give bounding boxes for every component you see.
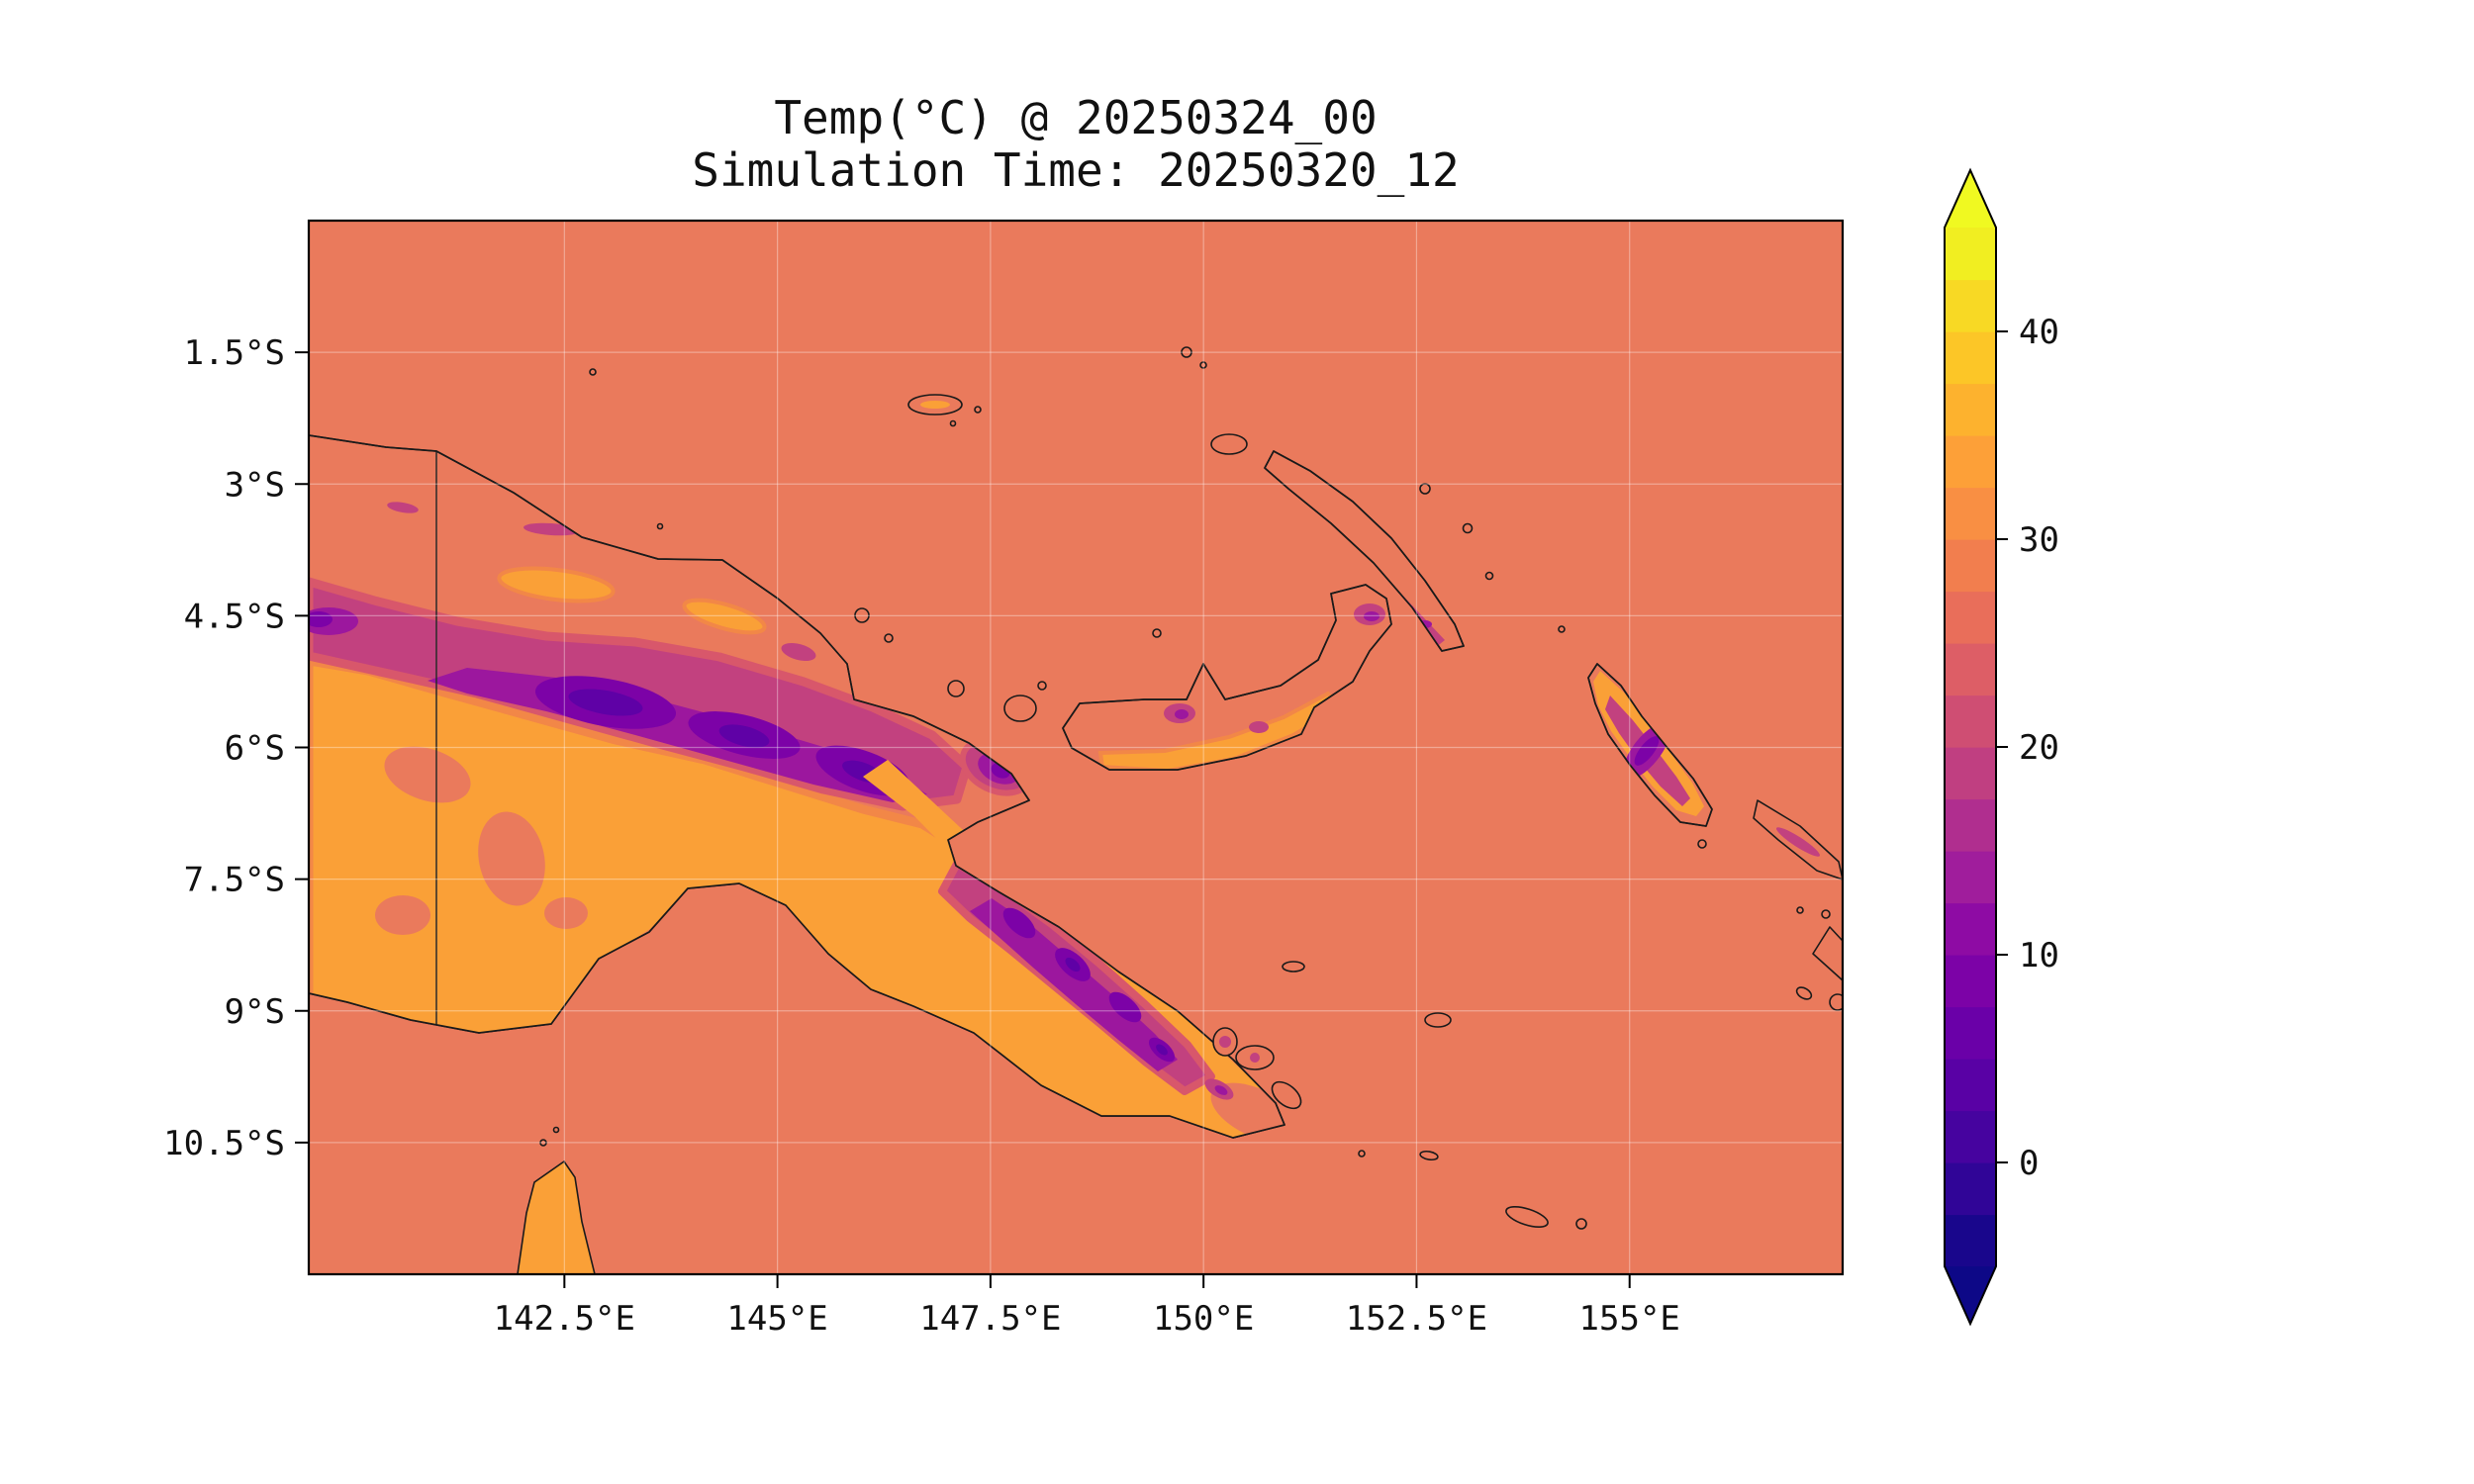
colorbar-band <box>1945 1214 1996 1267</box>
colorbar-band <box>1945 383 1996 436</box>
bougainville-island <box>1587 663 1713 827</box>
colorbar-band <box>1945 228 1996 281</box>
colorbar-band <box>1945 1006 1996 1060</box>
y-tick-label: 1.5°S <box>184 333 285 373</box>
small-islands <box>539 346 1843 1230</box>
colorbar-band <box>1945 955 1996 1008</box>
colorbar-band <box>1945 539 1996 593</box>
colorbar-over-arrow <box>1945 170 1996 228</box>
colorbar-band <box>1945 279 1996 332</box>
owen-stanley-contours <box>938 860 1234 1100</box>
colorbar-band <box>1945 1110 1996 1163</box>
colorbar-under-arrow <box>1945 1266 1996 1324</box>
x-tick-label: 152.5°E <box>1346 1299 1487 1339</box>
x-tick-label: 145°E <box>726 1299 827 1339</box>
colorbar-band <box>1945 695 1996 748</box>
plot-subtitle: Simulation Time: 20250320_12 <box>692 143 1459 197</box>
y-tick-label: 9°S <box>225 992 285 1032</box>
colorbar-tick-label: 0 <box>2019 1144 2039 1183</box>
colorbar-tick-label: 40 <box>2019 313 2059 352</box>
cape-york-australia <box>517 1159 596 1274</box>
colorbar-tick-label: 20 <box>2019 728 2059 768</box>
colorbar-band <box>1945 331 1996 385</box>
gridlines <box>309 221 1843 1274</box>
map-plot <box>307 219 1845 1276</box>
colorbar-band <box>1945 747 1996 800</box>
x-tick-label: 147.5°E <box>919 1299 1061 1339</box>
colorbar-outline <box>1944 167 1997 1327</box>
y-tick-label: 10.5°S <box>163 1124 285 1163</box>
colorbar-tick-label: 30 <box>2019 520 2059 560</box>
y-tick-label: 4.5°S <box>184 597 285 636</box>
colorbar-band <box>1945 1162 1996 1216</box>
colorbar-band <box>1945 1059 1996 1112</box>
x-tick-label: 150°E <box>1153 1299 1254 1339</box>
colorbar-band <box>1945 902 1996 956</box>
colorbar-band <box>1945 851 1996 904</box>
plot-title: Temp(°C) @ 20250324_00 <box>774 91 1377 144</box>
colorbar-band <box>1945 798 1996 852</box>
y-tick-label: 7.5°S <box>184 861 285 900</box>
colorbar: 0 10 20 30 40 <box>1944 167 2059 1327</box>
colorbar-band <box>1945 487 1996 540</box>
y-tick-label: 6°S <box>225 729 285 769</box>
x-tick-label: 155°E <box>1579 1299 1680 1339</box>
colorbar-band <box>1945 435 1996 489</box>
colorbar-tick-label: 10 <box>2019 936 2059 975</box>
axis-ticks-and-labels: 142.5°E 145°E 147.5°E 150°E 152.5°E 155°E 1.5°… <box>163 333 1680 1339</box>
y-tick-label: 3°S <box>225 465 285 505</box>
x-tick-label: 142.5°E <box>494 1299 635 1339</box>
colorbar-band <box>1945 643 1996 696</box>
colorbar-band <box>1945 591 1996 644</box>
